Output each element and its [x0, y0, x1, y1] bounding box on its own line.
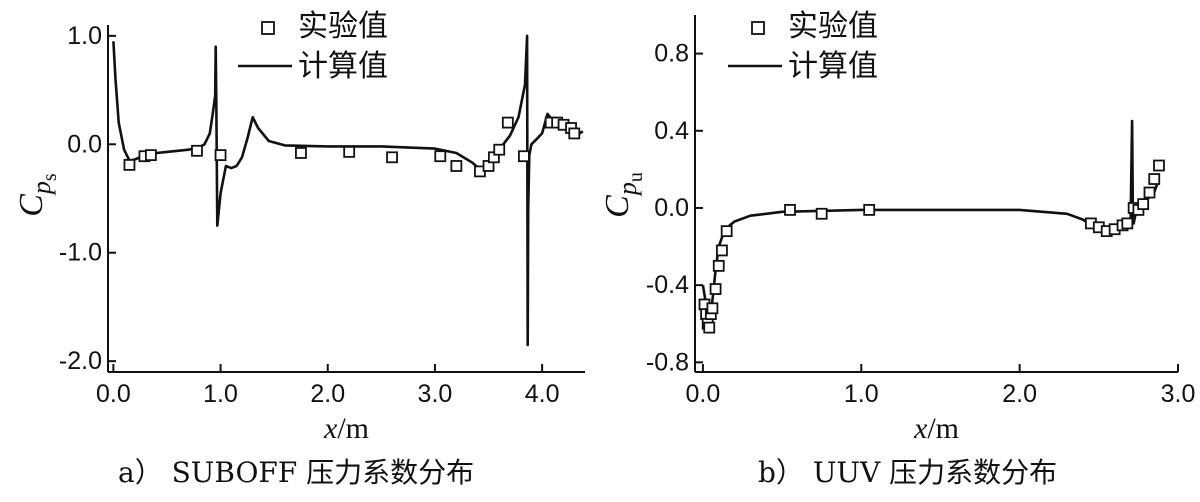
data-point-experimental: [191, 144, 203, 157]
data-point-experimental: [434, 150, 447, 163]
legend-label-calculated: 计算值: [788, 49, 878, 84]
data-point-experimental: [712, 259, 725, 272]
data-point-experimental: [1121, 217, 1134, 230]
x-tick-label: 1.0: [844, 380, 879, 408]
data-point-experimental: [815, 207, 828, 220]
data-point-experimental: [295, 147, 307, 159]
data-point-experimental: [501, 116, 514, 129]
x-axis-label: x/m: [323, 412, 369, 445]
data-point-experimental: [343, 145, 356, 158]
data-point-experimental: [1153, 159, 1165, 172]
x-tick-label: 4.0: [525, 380, 560, 408]
legend-label-experimental: 实验值: [298, 9, 388, 44]
y-axis-label: Cps: [13, 173, 61, 217]
legend-label-experimental: 实验值: [788, 9, 878, 44]
data-point-experimental: [450, 160, 463, 172]
x-tick-label: 1.0: [203, 380, 238, 408]
data-point-experimental: [716, 244, 728, 257]
y-tick-label: -1.0: [59, 239, 102, 267]
x-tick-label: 3.0: [1161, 380, 1196, 408]
y-tick-label: -0.4: [646, 271, 689, 299]
data-point-experimental: [1148, 173, 1161, 185]
x-tick-label: 0.0: [96, 380, 131, 408]
y-tick-label: 0.0: [67, 130, 102, 158]
y-tick-label: 0.0: [654, 194, 689, 222]
y-tick-label: -0.8: [646, 348, 689, 376]
data-point-experimental: [1143, 186, 1156, 199]
x-tick-label: 3.0: [418, 380, 453, 408]
data-point-experimental: [123, 158, 136, 171]
y-tick-label: 1.0: [67, 22, 102, 50]
data-point-experimental: [1137, 198, 1150, 211]
data-point-experimental: [144, 149, 157, 162]
panel-caption: b） UUV 压力系数分布: [758, 456, 1057, 489]
y-tick-label: 0.8: [654, 40, 689, 68]
y-tick-label: 0.4: [654, 117, 689, 145]
panel-caption: a） SUBOFF 压力系数分布: [118, 456, 474, 489]
data-point-experimental: [493, 143, 506, 156]
y-tick-label: -2.0: [59, 347, 102, 375]
data-point-experimental: [568, 127, 581, 140]
legend-marker-square: [261, 21, 275, 35]
data-point-experimental: [709, 283, 722, 295]
legend-marker-square: [751, 21, 765, 35]
data-point-experimental: [706, 302, 719, 315]
data-point-experimental: [720, 225, 733, 238]
x-tick-label: 2.0: [1002, 380, 1037, 408]
data-point-experimental: [214, 149, 227, 162]
series-line-calculated: [112, 34, 584, 347]
data-point-experimental: [784, 204, 796, 216]
data-point-experimental: [703, 321, 716, 334]
legend-label-calculated: 计算值: [298, 49, 388, 84]
data-point-experimental: [863, 204, 876, 216]
x-tick-label: 0.0: [686, 380, 721, 408]
x-tick-label: 2.0: [310, 380, 345, 408]
x-axis-label: x/m: [913, 412, 959, 445]
data-point-experimental: [518, 150, 530, 163]
y-axis-label: Cpu: [599, 172, 647, 218]
data-point-experimental: [386, 151, 398, 164]
